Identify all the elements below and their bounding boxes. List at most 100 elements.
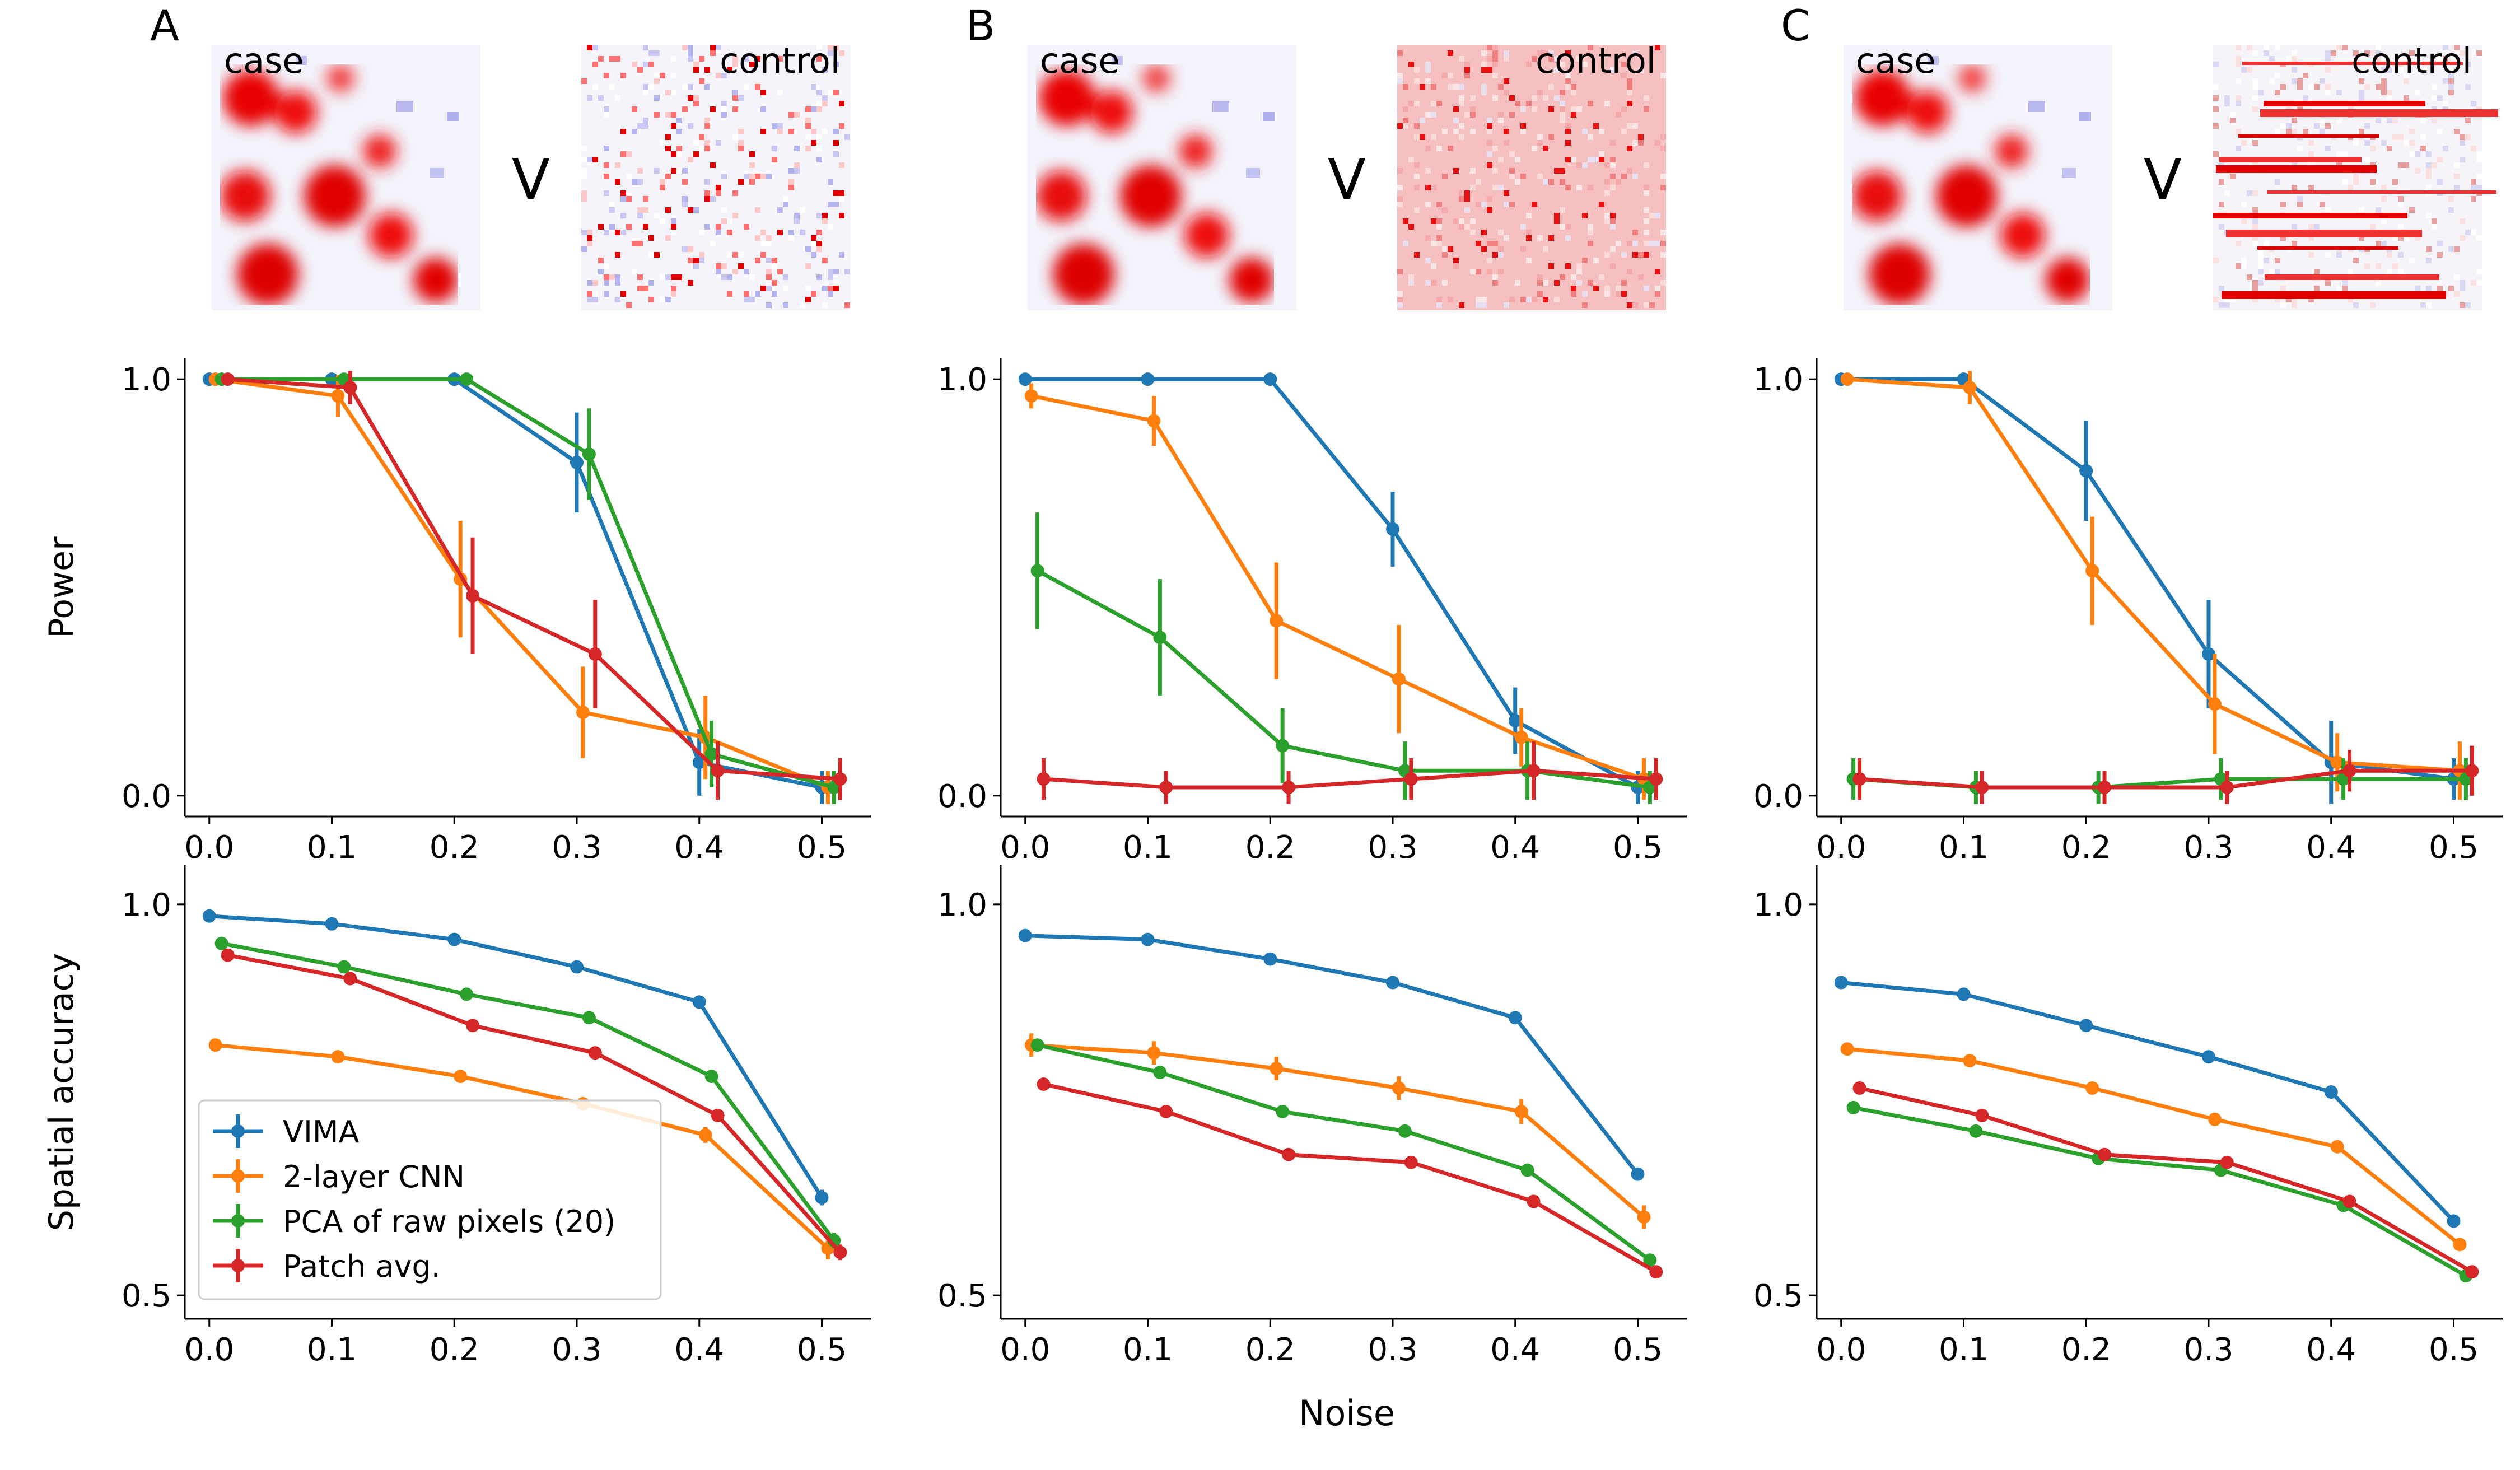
control-pixel: [2252, 106, 2258, 112]
vs-label-a: V: [512, 147, 550, 212]
control-pixel: [727, 252, 732, 258]
control-pixel: [2398, 162, 2404, 168]
control-pixel: [2387, 146, 2392, 151]
control-pixel: [2297, 146, 2303, 151]
control-pixel: [794, 162, 800, 168]
data-point: [2465, 764, 2479, 778]
control-pixel: [2443, 78, 2448, 84]
control-pixel: [744, 174, 749, 179]
control-pixel: [1554, 67, 1560, 73]
control-pixel: [2342, 286, 2348, 291]
control-pixel: [1453, 168, 1459, 174]
control-pixel: [2387, 90, 2392, 95]
data-point: [1282, 1147, 1296, 1161]
control-pixel: [1520, 224, 1526, 230]
control-pixel: [839, 196, 844, 202]
x-tick-label: 0.2: [1245, 829, 1295, 866]
case-label-a: case: [224, 40, 304, 81]
control-pixel: [1515, 179, 1520, 185]
x-tick-label: 0.5: [797, 829, 847, 866]
control-pixel: [749, 162, 755, 168]
control-pixel: [688, 95, 693, 101]
control-pixel: [1487, 67, 1492, 73]
control-pixel: [592, 62, 598, 67]
control-pixel: [620, 230, 626, 235]
control-pixel: [1582, 129, 1588, 134]
control-pixel: [1487, 56, 1492, 62]
control-pixel: [654, 50, 660, 56]
data-point: [1514, 1104, 1528, 1118]
control-pixel: [721, 274, 727, 280]
control-pixel: [755, 84, 760, 90]
control-pixel: [682, 45, 688, 50]
control-pixel: [1453, 106, 1459, 112]
control-pixel: [2404, 78, 2409, 84]
control-pixel: [2398, 202, 2404, 207]
control-pixel: [604, 174, 609, 179]
control-pixel: [2476, 174, 2482, 179]
control-pixel: [1464, 112, 1470, 118]
control-pixel: [1414, 162, 1420, 168]
control-pixel: [716, 190, 721, 196]
control-pixel: [2370, 224, 2376, 230]
control-pixel: [1498, 84, 1504, 90]
control-pixel: [1543, 95, 1548, 101]
data-point: [1852, 772, 1866, 786]
control-pixel: [811, 235, 816, 241]
legend-marker: [231, 1169, 245, 1183]
control-pixel: [1442, 73, 1448, 78]
control-pixel: [648, 50, 654, 56]
control-pixel: [2303, 95, 2308, 101]
control-pixel: [1403, 241, 1408, 246]
control-pixel: [1492, 241, 1498, 246]
series-line: [209, 914, 824, 1199]
x-tick-label: 0.3: [1368, 829, 1417, 866]
control-pixel: [727, 230, 732, 235]
control-pixel: [839, 101, 844, 106]
control-pixel: [2359, 235, 2364, 241]
control-pixel: [822, 258, 828, 263]
control-pixel: [1504, 56, 1509, 62]
control-pixel: [693, 95, 699, 101]
control-pixel: [1644, 252, 1649, 258]
control-pixel: [615, 280, 620, 286]
control-pixel: [2236, 56, 2241, 62]
control-pixel: [760, 241, 766, 246]
control-pixel: [2252, 207, 2258, 213]
control-pixel: [2404, 95, 2409, 101]
control-pixel: [1644, 185, 1649, 190]
control-pixel: [2252, 218, 2258, 224]
control-pixel: [833, 286, 839, 291]
control-pixel: [1576, 263, 1582, 269]
y-tick-label: 0.0: [937, 778, 987, 815]
data-point: [1963, 1054, 1977, 1068]
control-pixel: [1644, 230, 1649, 235]
control-pixel: [2398, 134, 2404, 140]
control-pixel: [1604, 190, 1610, 196]
control-pixel: [2292, 224, 2297, 230]
control-pixel: [2325, 207, 2331, 213]
control-pixel: [1560, 106, 1565, 112]
control-pixel: [760, 230, 766, 235]
control-pixel: [2454, 174, 2460, 179]
control-pixel: [688, 45, 693, 50]
data-point: [1649, 772, 1663, 786]
control-pixel: [1448, 146, 1453, 151]
control-pixel: [660, 179, 665, 185]
control-pixel: [2454, 162, 2460, 168]
control-pixel: [587, 230, 592, 235]
control-pixel: [643, 84, 648, 90]
control-pixel: [1571, 106, 1576, 112]
control-pixel: [632, 129, 637, 134]
control-pixel: [1593, 123, 1599, 129]
control-pixel: [822, 213, 828, 218]
control-pixel: [1576, 185, 1582, 190]
control-pixel: [660, 73, 665, 78]
control-pixel: [665, 90, 671, 95]
control-pixel: [1425, 235, 1431, 241]
series-line: [215, 1043, 829, 1250]
data-point: [2447, 1214, 2461, 1228]
control-pixel: [2415, 151, 2420, 157]
data-point: [2220, 780, 2234, 794]
control-pixel: [2448, 78, 2454, 84]
